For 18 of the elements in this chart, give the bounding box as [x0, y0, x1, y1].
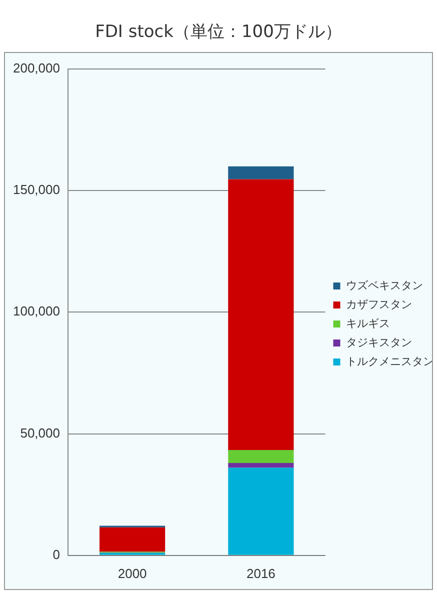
bar	[228, 179, 294, 450]
x-tick-label: 2000	[118, 566, 147, 581]
legend-label: キルギス	[346, 316, 390, 330]
bar	[228, 468, 294, 555]
x-tick-label: 2016	[246, 566, 276, 581]
bar	[228, 462, 294, 468]
y-tick-label: 0	[52, 546, 60, 562]
legend-label: タジキスタン	[346, 336, 412, 349]
y-tick-label: 100,000	[12, 304, 60, 319]
y-tick-label: 200,000	[12, 60, 60, 76]
legend-label: カザフスタン	[346, 298, 412, 311]
bar	[228, 166, 294, 180]
bar	[228, 450, 294, 463]
y-tick-label: 50,000	[20, 425, 60, 440]
chart-title: FDI stock（単位：100万ドル）	[94, 21, 343, 44]
legend-label: ウズベキスタン	[346, 278, 423, 292]
y-tick-label: 150,000	[12, 182, 60, 198]
bar	[100, 527, 166, 552]
